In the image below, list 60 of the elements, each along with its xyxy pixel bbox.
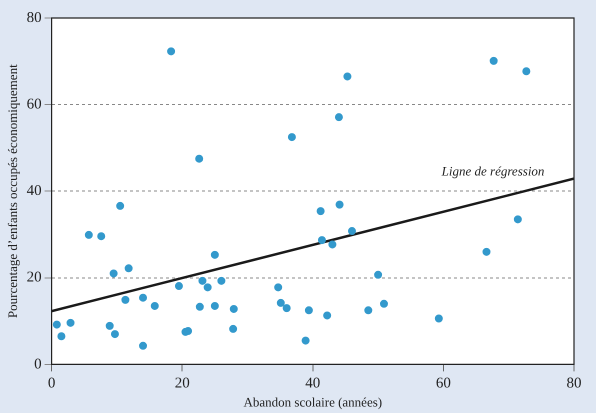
point (323, 311, 332, 320)
point (210, 302, 219, 310)
y-tick-label: 60 (26, 96, 42, 113)
point (316, 207, 325, 216)
y-tick-label: 20 (26, 270, 42, 286)
y-tick-label: 0 (34, 356, 42, 372)
point (274, 283, 282, 292)
point (196, 302, 204, 311)
point (167, 47, 176, 56)
point (490, 56, 498, 65)
y-axis-title: Pourcentage d’enfants occupés économiquement (5, 64, 20, 318)
point (217, 276, 226, 285)
point (304, 306, 313, 314)
point (522, 67, 530, 76)
point (174, 282, 183, 290)
point (288, 133, 296, 142)
point (110, 330, 119, 338)
point (150, 302, 159, 310)
point (210, 250, 219, 259)
point (57, 332, 66, 340)
point (318, 236, 326, 244)
point (195, 154, 204, 163)
point (139, 294, 148, 302)
point (364, 306, 372, 314)
point (374, 270, 382, 279)
annotation: Ligne de régression (440, 164, 544, 179)
point (84, 230, 93, 239)
x-tick-label: 80 (566, 375, 582, 392)
point (124, 264, 133, 272)
point (334, 113, 343, 122)
point (139, 342, 148, 350)
point (343, 72, 352, 80)
point (116, 202, 124, 210)
point (52, 320, 61, 329)
point (348, 227, 356, 236)
x-axis-title: Abandon scolaire (années) (243, 394, 382, 410)
point (482, 248, 490, 256)
x-tick-label: 40 (305, 375, 320, 392)
y-tick-label: 40 (26, 183, 42, 200)
point (276, 298, 285, 307)
point (230, 304, 238, 313)
point (434, 314, 443, 322)
point (514, 215, 522, 224)
point (204, 283, 212, 292)
point (66, 318, 75, 327)
point (229, 324, 238, 333)
point (97, 232, 106, 240)
y-tick-label: 80 (26, 10, 42, 26)
point (302, 336, 310, 345)
x-tick-label: 0 (48, 375, 56, 392)
point (121, 296, 130, 304)
x-tick-label: 20 (174, 375, 190, 392)
point (110, 269, 118, 278)
point (336, 200, 344, 209)
point (282, 304, 291, 312)
point (328, 240, 336, 248)
point (380, 300, 388, 308)
point (198, 276, 206, 285)
point (106, 322, 114, 330)
x-tick-label: 60 (436, 375, 451, 392)
